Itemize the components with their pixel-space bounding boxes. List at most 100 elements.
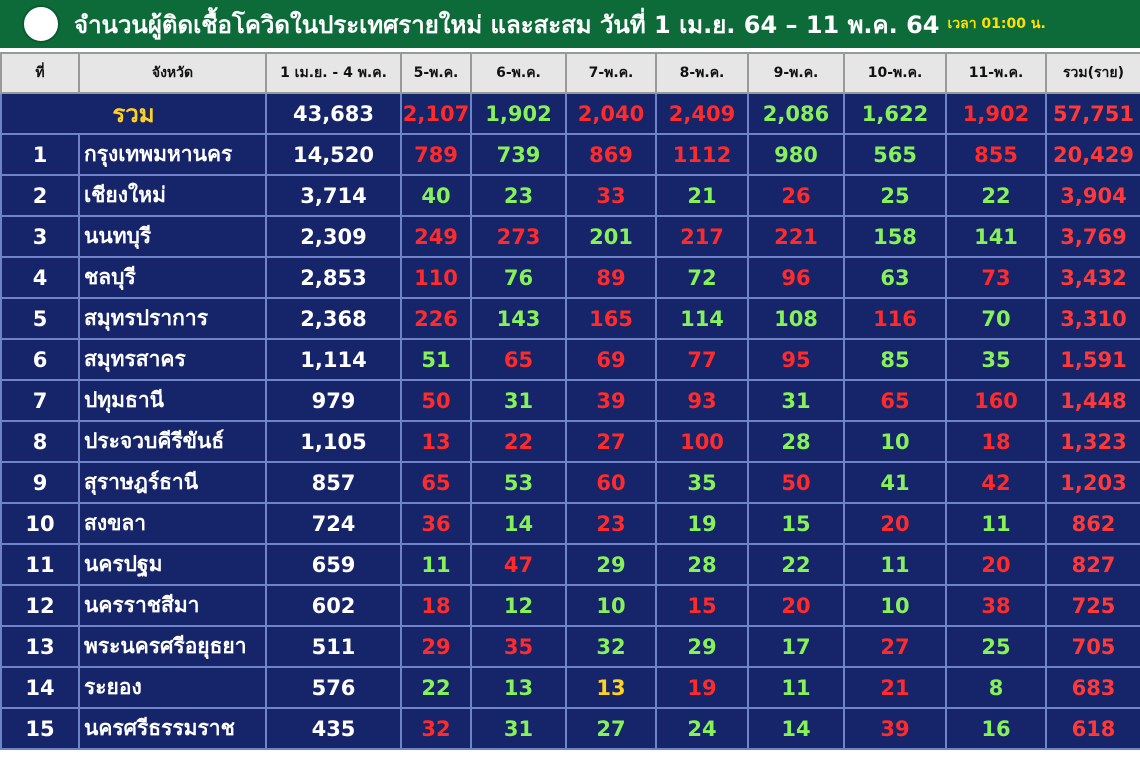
cell: 725 — [1045, 584, 1140, 627]
cell: 18 — [945, 420, 1047, 463]
cell: 980 — [747, 133, 845, 176]
cell: 165 — [565, 297, 657, 340]
cell: ระยอง — [78, 666, 267, 709]
cell: 602 — [265, 584, 402, 627]
cell: 10 — [565, 584, 657, 627]
row: 9 สุราษฎร์ธานี 857 65 53 60 35 50 41 42 1,203 — [0, 461, 1140, 504]
row: 8 ประจวบคีรีขันธ์ 1,105 13 22 27 100 28 10 18 1,32… — [0, 420, 1140, 463]
cell: 16 — [945, 707, 1047, 750]
cell: 217 — [655, 215, 749, 258]
cell: นนทบุรี — [78, 215, 267, 258]
cell: 31 — [470, 379, 567, 422]
column-header: 7-พ.ค. — [565, 52, 657, 94]
header-row: ที่ จังหวัด 1 เม.ย. - 4 พ.ค. 5-พ.ค. 6-พ.ค. 7-… — [0, 52, 1140, 94]
cell: นครศรีธรรมราช — [78, 707, 267, 750]
cell: 22 — [747, 543, 845, 586]
cell: 36 — [400, 502, 472, 545]
total-cell: 2,040 — [565, 92, 657, 135]
cell: 511 — [265, 625, 402, 668]
cell: 249 — [400, 215, 472, 258]
cell: นครราชสีมา — [78, 584, 267, 627]
cell: 143 — [470, 297, 567, 340]
cell: 11 — [0, 543, 80, 586]
cell: 77 — [655, 338, 749, 381]
cell: 1,114 — [265, 338, 402, 381]
cell: ปทุมธานี — [78, 379, 267, 422]
cell: 4 — [0, 256, 80, 299]
column-header: 9-พ.ค. — [747, 52, 845, 94]
cell: 739 — [470, 133, 567, 176]
column-header: 11-พ.ค. — [945, 52, 1047, 94]
cell: เชียงใหม่ — [78, 174, 267, 217]
cell: 979 — [265, 379, 402, 422]
row: 1 กรุงเทพมหานคร 14,520 789 739 869 1112 980 565 8… — [0, 133, 1140, 176]
column-header: 8-พ.ค. — [655, 52, 749, 94]
cell: 8 — [0, 420, 80, 463]
cell: 95 — [747, 338, 845, 381]
cell: 26 — [747, 174, 845, 217]
cell: 19 — [655, 666, 749, 709]
total-cell: 2,107 — [400, 92, 472, 135]
cell: 28 — [655, 543, 749, 586]
cell: 659 — [265, 543, 402, 586]
cell: 85 — [843, 338, 947, 381]
cell: 20,429 — [1045, 133, 1140, 176]
cell: 22 — [945, 174, 1047, 217]
cell: 29 — [565, 543, 657, 586]
cell: 10 — [843, 420, 947, 463]
cell: 13 — [400, 420, 472, 463]
cell: 1112 — [655, 133, 749, 176]
cell: 22 — [470, 420, 567, 463]
cell: สุราษฎร์ธานี — [78, 461, 267, 504]
cell: 618 — [1045, 707, 1140, 750]
cell: 14 — [747, 707, 845, 750]
cell: 869 — [565, 133, 657, 176]
cell: 31 — [747, 379, 845, 422]
cell: 15 — [0, 707, 80, 750]
cell: 3,310 — [1045, 297, 1140, 340]
row: 3 นนทบุรี 2,309 249 273 201 217 221 158 141 3,769 — [0, 215, 1140, 258]
cell: ประจวบคีรีขันธ์ — [78, 420, 267, 463]
cell: นครปฐม — [78, 543, 267, 586]
cell: 8 — [945, 666, 1047, 709]
row: 13 พระนครศรีอยุธยา 511 29 35 32 29 17 27 25 705 — [0, 625, 1140, 668]
cell: 93 — [655, 379, 749, 422]
cell: 857 — [265, 461, 402, 504]
cell: 108 — [747, 297, 845, 340]
cell: 65 — [400, 461, 472, 504]
cell: 7 — [0, 379, 80, 422]
cell: 2,853 — [265, 256, 402, 299]
cell: 15 — [747, 502, 845, 545]
total-cell: 1,902 — [470, 92, 567, 135]
cell: 862 — [1045, 502, 1140, 545]
total-label: รวม — [0, 92, 267, 135]
cell: 6 — [0, 338, 80, 381]
cell: 50 — [747, 461, 845, 504]
column-header: รวม(ราย) — [1045, 52, 1140, 94]
cell: 35 — [655, 461, 749, 504]
cell: 1,591 — [1045, 338, 1140, 381]
cell: 705 — [1045, 625, 1140, 668]
cell: 21 — [655, 174, 749, 217]
table-body: รวม 43,683 2,107 1,902 2,040 2,409 2,086 1,622 1… — [0, 92, 1140, 750]
cell: 72 — [655, 256, 749, 299]
cell: 47 — [470, 543, 567, 586]
total-cell: 1,902 — [945, 92, 1047, 135]
row: 10 สงขลา 724 36 14 23 19 15 20 11 862 — [0, 502, 1140, 545]
cell: 39 — [843, 707, 947, 750]
cell: 158 — [843, 215, 947, 258]
time: เวลา 01:00 น. — [947, 16, 1046, 32]
row: 6 สมุทรสาคร 1,114 51 65 69 77 95 85 35 1,591 — [0, 338, 1140, 381]
cell: 17 — [747, 625, 845, 668]
cell: 20 — [945, 543, 1047, 586]
cell: 10 — [0, 502, 80, 545]
cell: 12 — [470, 584, 567, 627]
cell: 35 — [945, 338, 1047, 381]
cell: 41 — [843, 461, 947, 504]
cell: 110 — [400, 256, 472, 299]
total-cell: 2,409 — [655, 92, 749, 135]
cell: 29 — [400, 625, 472, 668]
cell: 51 — [400, 338, 472, 381]
cell: 32 — [400, 707, 472, 750]
